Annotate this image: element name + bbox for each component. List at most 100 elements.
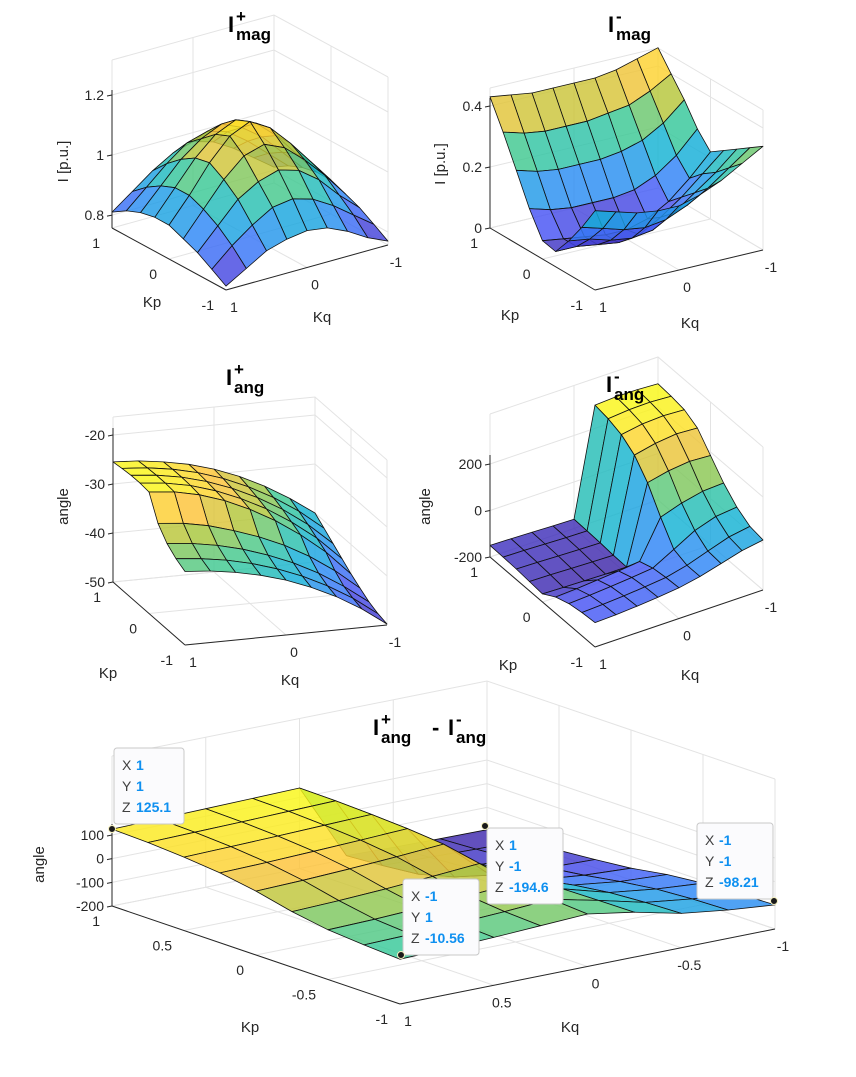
kq-tick-label: 1 (599, 656, 607, 672)
z-tick (106, 905, 113, 908)
floor-grid-line (148, 593, 352, 614)
tick-labels: 00.20.410-1 10-1 (463, 98, 778, 315)
title-superscript: - (456, 710, 462, 729)
kq-tick-label: 0 (311, 277, 319, 293)
data-tip-key: X (122, 757, 132, 773)
data-tip[interactable]: X -1Y -1 Z -98.21 (696, 822, 778, 905)
z-tick (106, 881, 113, 884)
title-superscript: + (381, 710, 391, 729)
plot-title: I +ang (226, 360, 264, 397)
z-tick (484, 227, 491, 230)
title-base: I (228, 12, 234, 37)
z-tick (106, 834, 113, 837)
wall-grid-line (111, 49, 389, 113)
data-tip-marker[interactable] (481, 822, 489, 830)
kq-tick-label: -1 (777, 938, 790, 954)
data-tip[interactable]: X 1Y -1 Z -194.6 (481, 822, 564, 905)
data-tip-value: 1 (136, 757, 144, 773)
data-tip-value: -1 (719, 832, 732, 848)
data-tip-box (486, 827, 564, 905)
kq-tick-label: 1 (189, 654, 197, 670)
data-tip-value: -1 (509, 858, 522, 874)
kp-axis-line (112, 581, 186, 646)
axes-lines (106, 90, 389, 291)
title-base: I (606, 372, 612, 397)
z-tick-label: -200 (76, 898, 104, 914)
plot-title: I -mag (608, 7, 651, 44)
data-tip-key: Y (122, 778, 132, 794)
z-tick (106, 858, 113, 861)
kq-axis-label: Kq (313, 309, 331, 326)
data-tip-marker[interactable] (108, 825, 116, 833)
kq-tick-label: 1 (404, 1013, 412, 1029)
data-tip-marker[interactable] (397, 951, 405, 959)
kp-axis-line (111, 227, 227, 291)
kq-tick-label: -1 (765, 599, 778, 615)
z-tick (484, 105, 491, 108)
data-tip[interactable]: X -1Y 1Z -10.56 (397, 878, 480, 959)
z-tick (106, 214, 113, 217)
data-tip-value: 1 (136, 778, 144, 794)
z-tick (106, 94, 113, 97)
surface (111, 119, 389, 287)
surface-face (581, 210, 617, 229)
data-tip-box (696, 822, 774, 900)
kq-tick-label: 0 (683, 279, 691, 295)
data-tip-marker[interactable] (770, 897, 778, 905)
kq-axis-line (594, 589, 764, 648)
z-tick-label: 0.4 (463, 98, 483, 114)
title-subscript: ang (456, 728, 486, 747)
surface (489, 47, 764, 252)
title-superscript: + (234, 360, 244, 379)
kp-axis-label: Kp (99, 665, 117, 682)
data-tip-key: X (705, 832, 715, 848)
z-tick (484, 166, 491, 169)
z-tick-label: -30 (85, 476, 105, 492)
surface (489, 383, 764, 623)
kp-axis-label: Kp (241, 1019, 259, 1036)
surface-face (581, 604, 617, 623)
kq-axis-line (399, 928, 776, 1005)
z-tick (106, 154, 113, 157)
surface-face (211, 245, 247, 287)
kq-tick-label: -0.5 (677, 957, 701, 973)
z-tick-label: 0.2 (463, 159, 483, 175)
data-tip-value: -98.21 (719, 874, 759, 890)
z-tick-label: 100 (81, 827, 105, 843)
kq-tick-label: 0 (290, 644, 298, 660)
kq-axis-line (184, 624, 388, 646)
subplot-iminus-mag[interactable]: 00.20.410-1 10-1Kp KqI [p.u.]I -mag (432, 7, 777, 332)
data-tip-value: -10.56 (425, 930, 465, 946)
kp-axis-line (489, 227, 596, 291)
axes-lines (484, 98, 764, 291)
z-tick-label: 1.2 (85, 87, 105, 103)
kp-tick-label: 0 (523, 266, 531, 282)
kp-tick-label: -1 (161, 652, 174, 668)
kq-tick-label: -1 (389, 634, 402, 650)
kp-axis-line (489, 556, 596, 648)
kp-tick-label: 0 (236, 962, 244, 978)
z-tick-label: 0.8 (85, 207, 105, 223)
kp-tick-label: 0.5 (153, 938, 173, 954)
kq-axis-label: Kq (681, 667, 699, 684)
z-tick (107, 532, 114, 535)
kq-tick-label: 0 (592, 976, 600, 992)
plot-title: I -ang (606, 367, 644, 404)
data-tips-layer: X 1Y 1Z 125.1X -1Y 1Z -10.56X 1Y -1Z -194.6X -1Y -1… (108, 747, 778, 959)
axes-lines (484, 455, 764, 648)
kp-tick-label: 1 (92, 913, 100, 929)
kp-axis-label: Kp (501, 307, 519, 324)
data-tip-key: X (411, 888, 421, 904)
title-base: I (608, 12, 614, 37)
title-subscript: ang (614, 385, 644, 404)
subplot-iplus-mag[interactable]: 0.8 1 1.2 1 0 -1 1 0 -1 Kp Kq I [p.u.] I +mag (55, 7, 402, 326)
data-tip[interactable]: X 1Y 1Z 125.1 (108, 747, 185, 833)
axes-lines (107, 428, 388, 646)
kq-axis-label: Kq (561, 1019, 579, 1036)
title-base: I (448, 715, 454, 740)
